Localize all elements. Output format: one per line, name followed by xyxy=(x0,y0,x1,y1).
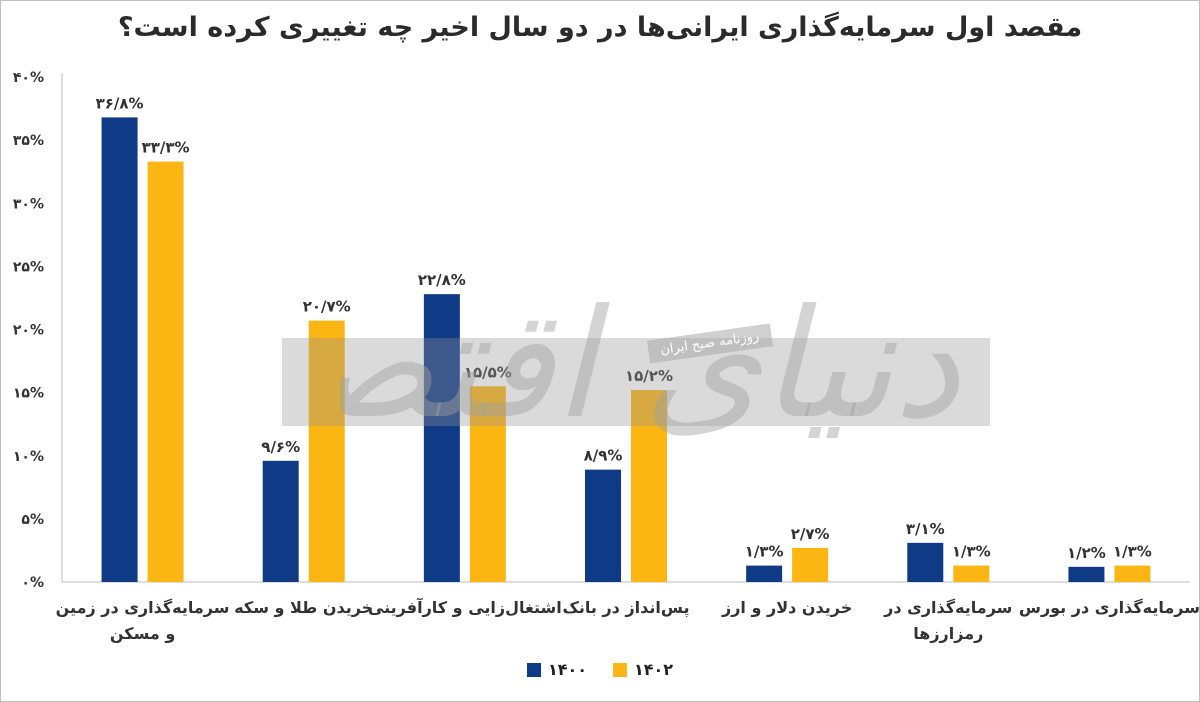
data-label: ۳۶/۸% xyxy=(96,94,144,112)
y-tick-label: ۳۵% xyxy=(13,133,44,149)
watermark-logo: دنیای اقتصاد xyxy=(340,278,960,452)
bar-۱۴۰۲-1 xyxy=(308,320,345,582)
bar-۱۴۰۲-5 xyxy=(953,565,990,582)
legend-swatch-1400 xyxy=(526,662,541,677)
data-label: ۱۵/۲% xyxy=(625,367,673,385)
category-label: رمزارزها xyxy=(913,624,983,643)
category-label: سرمایه‌گذاری در زمین xyxy=(56,598,230,617)
y-tick-label: ۲۵% xyxy=(13,259,44,275)
y-tick-label: ۱۵% xyxy=(13,386,44,402)
y-tick-label: ۴۰% xyxy=(13,70,44,86)
bar-۱۴۰۰-0 xyxy=(101,117,138,583)
category-label: و مسکن xyxy=(110,624,175,643)
data-label: ۸/۹% xyxy=(584,447,623,465)
data-label: ۱/۲% xyxy=(1067,544,1106,562)
data-label: ۳/۱% xyxy=(906,520,945,538)
chart-title: مقصد اول سرمایه‌گذاری ایرانی‌ها در دو سا… xyxy=(117,12,1083,43)
data-label: ۳۳/۳% xyxy=(142,139,190,157)
data-label: ۱/۳% xyxy=(1113,543,1152,561)
bar-۱۴۰۰-1 xyxy=(262,460,299,582)
data-label: ۱/۳% xyxy=(952,543,991,561)
y-tick-label: ۰% xyxy=(21,575,44,591)
bar-۱۴۰۲-4 xyxy=(792,547,829,582)
category-label: اشتغال‌زایی و کارآفرینی xyxy=(368,597,562,617)
legend-item-1402: ۱۴۰۲ xyxy=(613,660,673,679)
y-tick-label: ۳۰% xyxy=(13,196,44,212)
watermark-band xyxy=(282,338,990,426)
legend-label-1402: ۱۴۰۲ xyxy=(634,660,674,679)
bar-۱۴۰۰-2 xyxy=(423,294,460,582)
category-label: سرمایه‌گذاری در xyxy=(883,598,1012,617)
data-label: ۹/۶% xyxy=(261,438,300,456)
legend: ۱۴۰۰ ۱۴۰۲ xyxy=(0,660,1200,679)
y-tick-label: ۱۰% xyxy=(13,449,44,465)
bar-۱۴۰۲-0 xyxy=(147,161,184,582)
data-label: ۲۰/۷% xyxy=(303,298,351,316)
data-label: ۲۲/۸% xyxy=(418,271,466,289)
category-label: خریدن طلا و سکه xyxy=(234,598,373,617)
data-label: ۱۵/۵% xyxy=(464,363,512,381)
legend-item-1400: ۱۴۰۰ xyxy=(526,660,587,679)
bar-۱۴۰۲-3 xyxy=(631,390,667,582)
bar-۱۴۰۰-6 xyxy=(1068,566,1105,582)
bar-۱۴۰۰-5 xyxy=(907,542,944,582)
category-label: پس‌انداز در بانک xyxy=(562,598,689,618)
y-tick-label: ۲۰% xyxy=(13,323,44,339)
bar-۱۴۰۰-3 xyxy=(585,469,621,582)
bar-۱۴۰۲-6 xyxy=(1114,565,1151,582)
data-label: ۲/۷% xyxy=(791,525,830,543)
bar-۱۴۰۲-2 xyxy=(469,386,506,582)
category-label: سرمایه‌گذاری در بورس xyxy=(1019,598,1200,617)
bar-۱۴۰۰-4 xyxy=(746,565,783,582)
legend-swatch-1402 xyxy=(613,662,627,677)
category-label: خریدن دلار و ارز xyxy=(721,598,852,617)
data-label: ۱/۳% xyxy=(745,543,784,561)
y-tick-label: ۵% xyxy=(21,512,44,528)
legend-label-1400: ۱۴۰۰ xyxy=(547,660,587,679)
